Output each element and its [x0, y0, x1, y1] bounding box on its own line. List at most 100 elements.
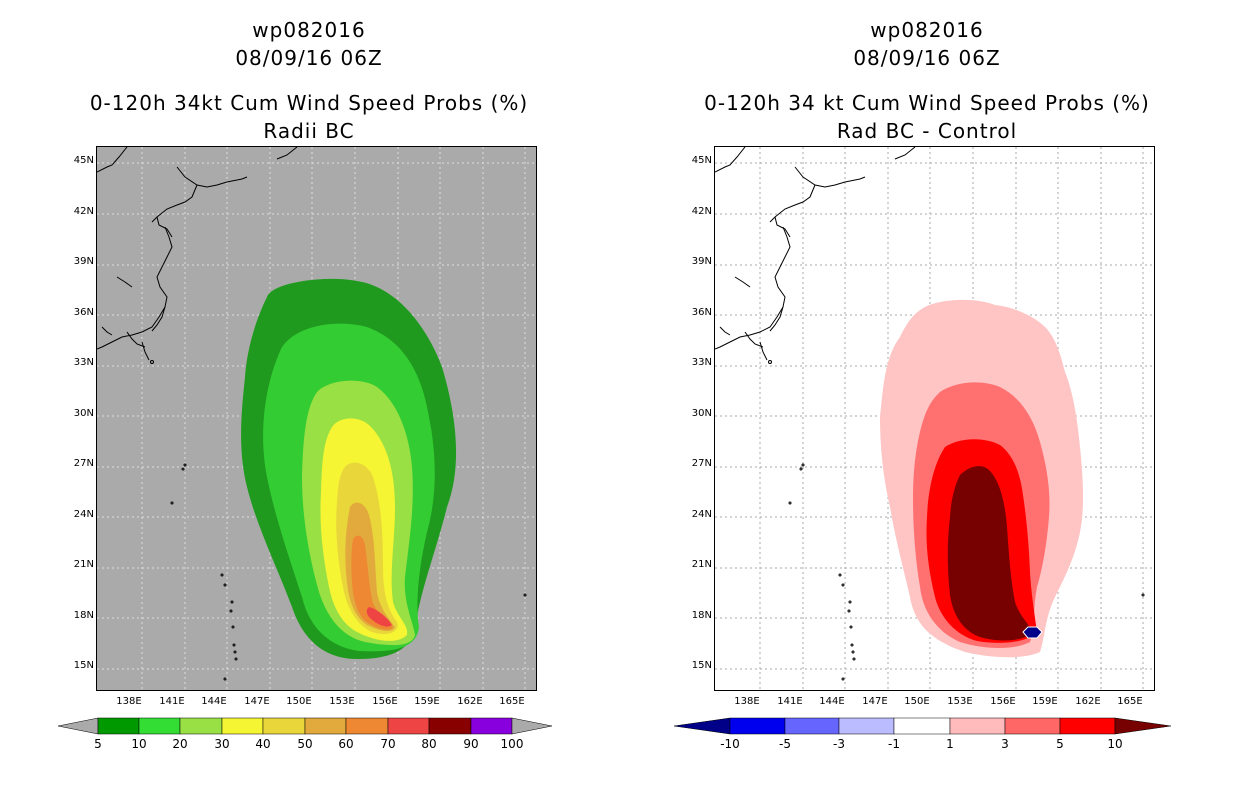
lat-label: 36N	[691, 307, 712, 318]
lat-label: 30N	[691, 408, 712, 419]
left-map	[96, 146, 537, 691]
left-colorbar	[58, 717, 553, 735]
colorbar-label: 5	[1056, 737, 1064, 751]
colorbar-label: 50	[297, 737, 313, 751]
lat-label: 45N	[73, 155, 94, 166]
left-colorbar-90-100	[470, 717, 513, 735]
left-map-panel: wp082016 08/09/16 06Z 0-120h 34kt Cum Wi…	[58, 18, 553, 751]
colorbar-label: -5	[779, 737, 791, 751]
lat-label: 36N	[73, 307, 94, 318]
left-colorbar-70-80	[387, 717, 430, 735]
colorbar-label: -3	[833, 737, 845, 751]
lat-label: 30N	[73, 408, 94, 419]
right-colorbar-pos1-pos3	[949, 717, 1006, 735]
left-map-svg	[97, 147, 536, 690]
lon-label: 141E	[777, 696, 803, 707]
right-contour-plus10	[947, 466, 1033, 641]
lon-label: 159E	[414, 696, 440, 707]
lat-label: 24N	[691, 509, 712, 520]
right-storm-id: wp082016	[870, 18, 984, 42]
left-datetime: 08/09/16 06Z	[235, 46, 383, 70]
lat-label: 15N	[73, 660, 94, 671]
right-title: 0-120h 34 kt Cum Wind Speed Probs (%)	[704, 91, 1150, 115]
left-colorbar-5-10	[97, 717, 140, 735]
lat-label: 27N	[691, 458, 712, 469]
lat-label: 27N	[73, 458, 94, 469]
right-colorbar-neg5-neg3	[784, 717, 840, 735]
right-datetime: 08/09/16 06Z	[853, 46, 1001, 70]
left-storm-id: wp082016	[252, 18, 366, 42]
lon-label: 165E	[1117, 696, 1143, 707]
lon-label: 162E	[1075, 696, 1101, 707]
left-colorbar-40-50	[262, 717, 306, 735]
colorbar-label: 1	[946, 737, 954, 751]
lat-label: 21N	[691, 559, 712, 570]
lon-label: 150E	[904, 696, 930, 707]
colorbar-label: 70	[380, 737, 396, 751]
left-colorbar-30-40	[221, 717, 264, 735]
lat-label: 33N	[73, 357, 94, 368]
lon-label: 147E	[862, 696, 888, 707]
lon-label: 162E	[457, 696, 483, 707]
lat-label: 21N	[73, 559, 94, 570]
lon-label: 159E	[1032, 696, 1058, 707]
left-coastlines	[97, 147, 527, 681]
lat-label: 45N	[691, 155, 712, 166]
colorbar-label: 3	[1001, 737, 1009, 751]
lat-label: 18N	[73, 610, 94, 621]
left-colorbar-low-end	[58, 717, 99, 735]
left-colorbar-10-20	[138, 717, 181, 735]
colorbar-label: 10	[1107, 737, 1123, 751]
colorbar-label: 80	[421, 737, 437, 751]
left-colorbar-80-90	[428, 717, 472, 735]
colorbar-label: 5	[94, 737, 102, 751]
lat-label: 42N	[691, 206, 712, 217]
lon-label: 138E	[116, 696, 142, 707]
right-map	[714, 146, 1155, 691]
colorbar-label: 30	[214, 737, 230, 751]
right-map-panel: wp082016 08/09/16 06Z 0-120h 34 kt Cum W…	[618, 0, 1236, 800]
lon-label: 138E	[734, 696, 760, 707]
right-coastlines	[715, 147, 1145, 681]
colorbar-label: 100	[500, 737, 524, 751]
lon-label: 150E	[286, 696, 312, 707]
left-colorbar-20-30	[179, 717, 223, 735]
lat-label: 18N	[691, 610, 712, 621]
right-subtitle: Rad BC - Control	[836, 119, 1018, 143]
left-colorbar-high-end	[511, 717, 553, 735]
right-colorbar	[674, 717, 1172, 735]
lat-label: 24N	[73, 509, 94, 520]
right-colorbar-high-end	[1114, 717, 1172, 735]
left-contour-60	[351, 535, 393, 630]
colorbar-label: 20	[172, 737, 188, 751]
lon-label: 141E	[159, 696, 185, 707]
colorbar-label: -1	[888, 737, 900, 751]
colorbar-label: 10	[131, 737, 147, 751]
colorbar-label: -10	[720, 737, 740, 751]
lon-label: 165E	[499, 696, 525, 707]
right-colorbar-pos3-pos5	[1004, 717, 1061, 735]
left-title: 0-120h 34kt Cum Wind Speed Probs (%)	[89, 91, 529, 115]
lat-label: 42N	[73, 206, 94, 217]
right-colorbar-pos5-pos10	[1059, 717, 1116, 735]
right-contour-minus	[1022, 626, 1043, 639]
right-colorbar-neg3-neg1	[838, 717, 895, 735]
right-colorbar-neg1-pos1	[893, 717, 951, 735]
lon-label: 153E	[947, 696, 973, 707]
lon-label: 156E	[990, 696, 1016, 707]
right-map-svg	[715, 147, 1154, 690]
left-subtitle: Radii BC	[263, 119, 355, 143]
right-colorbar-neg10-neg5	[729, 717, 786, 735]
colorbar-label: 40	[255, 737, 271, 751]
colorbar-label: 60	[338, 737, 354, 751]
left-contour-70	[366, 607, 392, 627]
right-difference-contours	[880, 299, 1084, 658]
lat-label: 15N	[691, 660, 712, 671]
left-colorbar-50-60	[304, 717, 347, 735]
left-colorbar-60-70	[345, 717, 389, 735]
lat-label: 39N	[73, 256, 94, 267]
lon-label: 156E	[372, 696, 398, 707]
right-colorbar-low-end	[674, 717, 731, 735]
lon-label: 144E	[201, 696, 227, 707]
colorbar-label: 90	[463, 737, 479, 751]
